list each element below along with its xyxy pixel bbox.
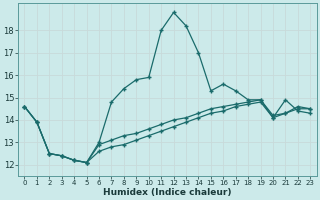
X-axis label: Humidex (Indice chaleur): Humidex (Indice chaleur) bbox=[103, 188, 232, 197]
